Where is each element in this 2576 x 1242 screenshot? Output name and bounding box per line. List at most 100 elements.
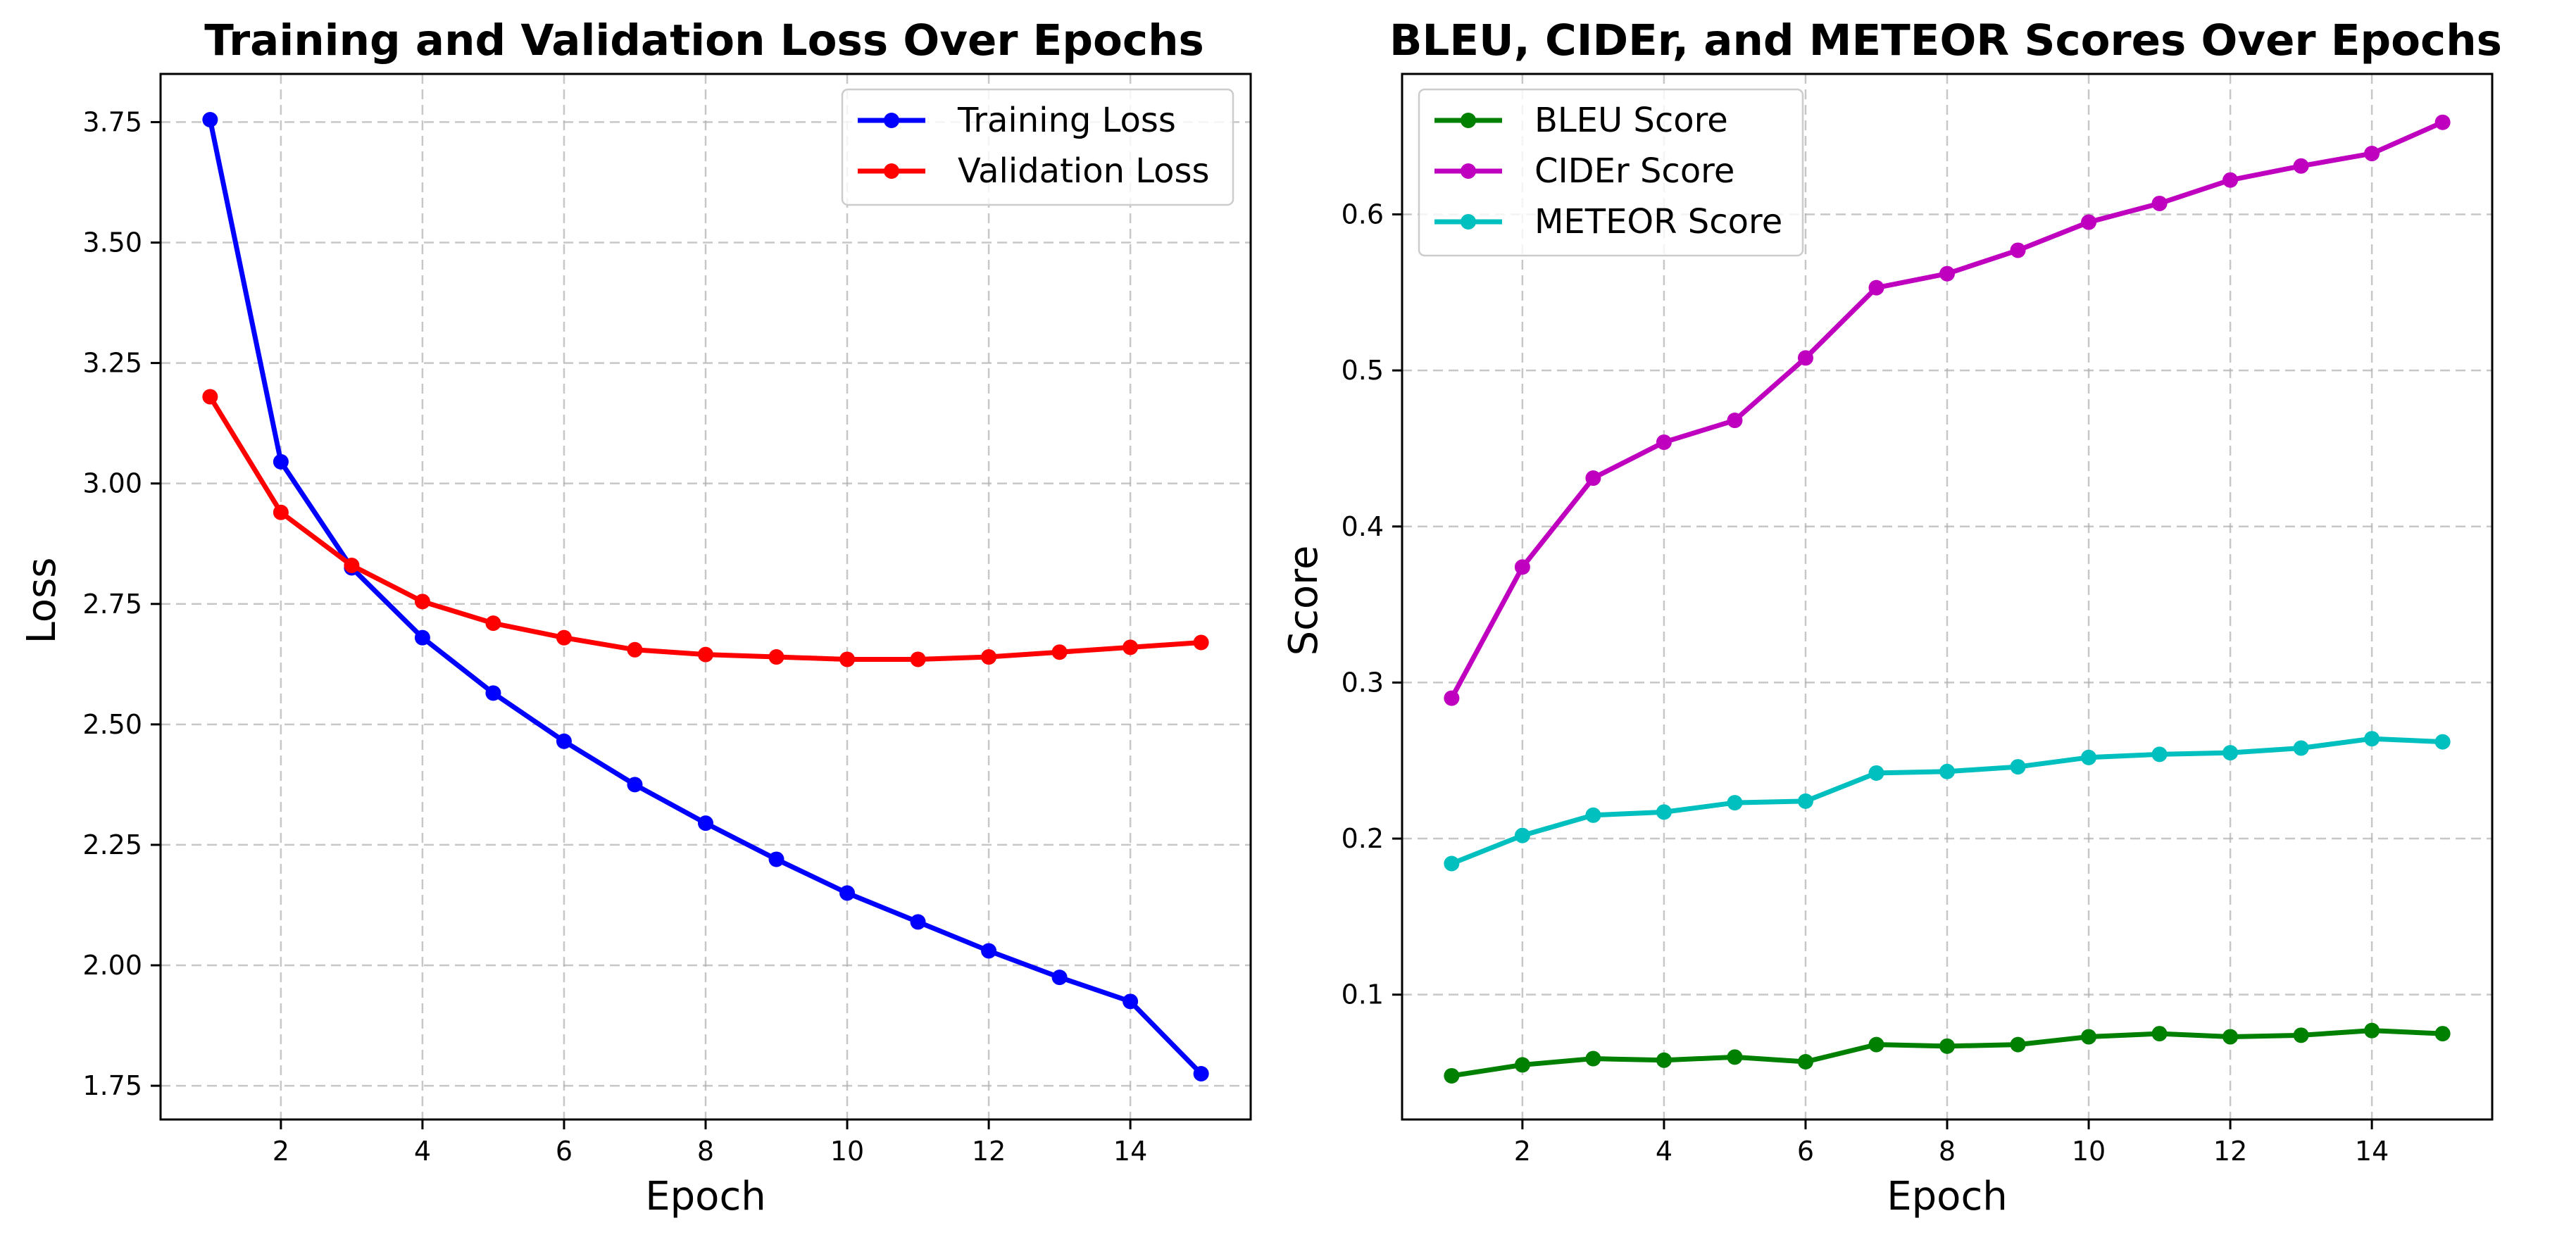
loss-chart-y-tick-label: 3.00 — [82, 468, 142, 499]
loss-chart-validation-loss-point — [768, 649, 784, 665]
loss-chart-y-tick-label: 2.50 — [82, 709, 142, 740]
loss-chart-training-loss-point — [1123, 993, 1139, 1010]
scores-chart-cider-score-point — [1514, 559, 1530, 575]
scores-chart-bleu-score-point — [1797, 1053, 1813, 1070]
loss-chart-y-tick-label: 2.75 — [82, 589, 142, 620]
loss-chart-x-tick-label: 8 — [697, 1136, 714, 1167]
loss-chart-y-tick-label: 3.25 — [82, 348, 142, 379]
loss-chart-x-tick-label: 2 — [273, 1136, 289, 1167]
scores-chart-x-tick-label: 4 — [1656, 1136, 1672, 1167]
scores-chart-bleu-score-point — [2434, 1026, 2451, 1042]
scores-chart: BLEU, CIDEr, and METEOR Scores Over Epoc… — [1281, 15, 2502, 1219]
loss-chart: Training and Validation Loss Over Epochs… — [19, 15, 1252, 1219]
scores-chart-cider-score-point — [1939, 265, 1955, 282]
loss-chart-training-loss-point — [627, 777, 643, 793]
scores-chart-bleu-score-point — [1514, 1057, 1530, 1073]
loss-chart-y-tick-label: 1.75 — [82, 1070, 142, 1101]
loss-chart-training-loss-point — [839, 885, 856, 901]
loss-chart-validation-loss-point — [981, 649, 997, 665]
loss-chart-legend: Training Loss Validation Loss — [841, 88, 1234, 206]
scores-chart-y-tick-label: 0.2 — [1342, 823, 1384, 854]
scores-chart-y-axis-label: Score — [1281, 546, 1327, 656]
scores-chart-meteor-score-point — [2010, 759, 2026, 775]
loss-chart-validation-loss-point — [485, 615, 501, 632]
loss-chart-y-tick-label: 3.75 — [82, 106, 142, 137]
scores-chart-x-tick-label: 8 — [1939, 1136, 1956, 1167]
loss-chart-legend-training-loss-marker — [884, 113, 899, 128]
scores-chart-meteor-score-point — [2364, 731, 2380, 747]
scores-chart-x-tick-label: 14 — [2355, 1136, 2389, 1167]
loss-chart-validation-loss-point — [414, 594, 430, 610]
scores-chart-bleu-score-point — [2151, 1026, 2168, 1042]
loss-chart-validation-loss-point — [839, 651, 856, 667]
loss-chart-validation-loss-point — [1051, 644, 1068, 660]
loss-chart-training-loss-point — [910, 914, 926, 930]
scores-chart-legend-box — [1418, 88, 1804, 257]
scores-chart-y-tick-label: 0.1 — [1342, 979, 1384, 1010]
scores-chart-bleu-score-point — [1727, 1049, 1743, 1065]
scores-chart-meteor-score-point — [2151, 746, 2168, 763]
loss-chart-training-loss-point — [485, 685, 501, 701]
scores-chart-cider-score-point — [2434, 114, 2451, 130]
scores-chart-cider-score-point — [2151, 195, 2168, 211]
scores-chart-title: BLEU, CIDEr, and METEOR Scores Over Epoc… — [1389, 15, 2502, 65]
loss-chart-legend-training-loss-label: Training Loss — [957, 101, 1176, 140]
loss-chart-training-loss-point — [556, 733, 572, 749]
loss-chart-training-loss-point — [1193, 1065, 1209, 1081]
scores-chart-bleu-score-point — [1444, 1067, 1460, 1084]
loss-chart-plot-frame — [159, 73, 1252, 1121]
scores-chart-y-tick-label: 0.3 — [1342, 667, 1384, 698]
scores-chart-legend-cider-score-label: CIDEr Score — [1534, 151, 1734, 191]
scores-chart-bleu-score-point — [1939, 1038, 1955, 1054]
loss-chart-y-tick-label: 2.25 — [82, 829, 142, 860]
scores-chart-x-tick-label: 2 — [1514, 1136, 1531, 1167]
loss-chart-x-tick-label: 4 — [414, 1136, 431, 1167]
scores-chart-meteor-score-point — [1444, 855, 1460, 872]
loss-chart-training-loss-point — [1051, 970, 1068, 986]
scores-chart-plot-frame — [1401, 73, 2494, 1121]
loss-chart-validation-loss-point — [202, 389, 218, 405]
scores-chart-x-tick-label: 6 — [1797, 1136, 1814, 1167]
loss-chart-validation-loss-point — [273, 504, 289, 520]
scores-chart-cider-score-point — [2222, 172, 2239, 188]
scores-chart-bleu-score-point — [2364, 1022, 2380, 1039]
scores-chart-y-tick-label: 0.5 — [1342, 355, 1384, 386]
scores-chart-meteor-score-point — [1514, 827, 1530, 843]
scores-chart-cider-score-point — [1585, 470, 1601, 487]
loss-chart-legend-box — [841, 88, 1234, 206]
loss-chart-validation-loss-point — [1193, 634, 1209, 651]
scores-chart-bleu-score-point — [1656, 1052, 1672, 1068]
scores-chart-cider-score-point — [2081, 214, 2097, 230]
scores-chart-y-tick-label: 0.4 — [1342, 511, 1384, 542]
scores-chart-cider-score-point — [2010, 242, 2026, 258]
scores-chart-bleu-score-point — [2222, 1029, 2239, 1045]
scores-chart-meteor-score-point — [1727, 795, 1743, 811]
scores-chart-y-tick-label: 0.6 — [1342, 199, 1384, 230]
scores-chart-bleu-score-point — [1585, 1050, 1601, 1067]
loss-chart-x-tick-label: 12 — [972, 1136, 1006, 1167]
loss-chart-x-tick-label: 6 — [556, 1136, 573, 1167]
scores-chart-bleu-score-point — [2081, 1029, 2097, 1045]
scores-chart-legend-bleu-score-marker — [1461, 113, 1476, 128]
loss-chart-y-tick-label: 3.50 — [82, 227, 142, 258]
scores-chart-meteor-score-point — [1797, 793, 1813, 809]
scores-chart-legend-cider-score-marker — [1461, 163, 1476, 179]
scores-chart-meteor-score-point — [2222, 745, 2239, 761]
scores-chart-cider-score-point — [1656, 434, 1672, 451]
scores-chart-cider-score-point — [2364, 146, 2380, 162]
loss-chart-training-loss-point — [202, 112, 218, 128]
scores-chart-x-axis-label: Epoch — [1887, 1174, 2007, 1219]
scores-chart-bleu-score-point — [2010, 1036, 2026, 1053]
loss-chart-title: Training and Validation Loss Over Epochs — [204, 15, 1204, 65]
loss-chart-x-tick-label: 14 — [1113, 1136, 1147, 1167]
loss-chart-validation-loss-point — [910, 651, 926, 667]
scores-chart-meteor-score-point — [2081, 749, 2097, 765]
scores-chart-meteor-score-point — [1656, 804, 1672, 820]
loss-chart-x-tick-label: 10 — [830, 1136, 864, 1167]
scores-chart-legend: BLEU Score CIDEr Score METEOR Score — [1418, 88, 1804, 257]
scores-chart-cider-score-point — [1797, 350, 1813, 366]
scores-chart-meteor-score-point — [1585, 807, 1601, 823]
scores-chart-cider-score-point — [2293, 158, 2309, 174]
loss-chart-y-axis-label: Loss — [19, 558, 65, 644]
